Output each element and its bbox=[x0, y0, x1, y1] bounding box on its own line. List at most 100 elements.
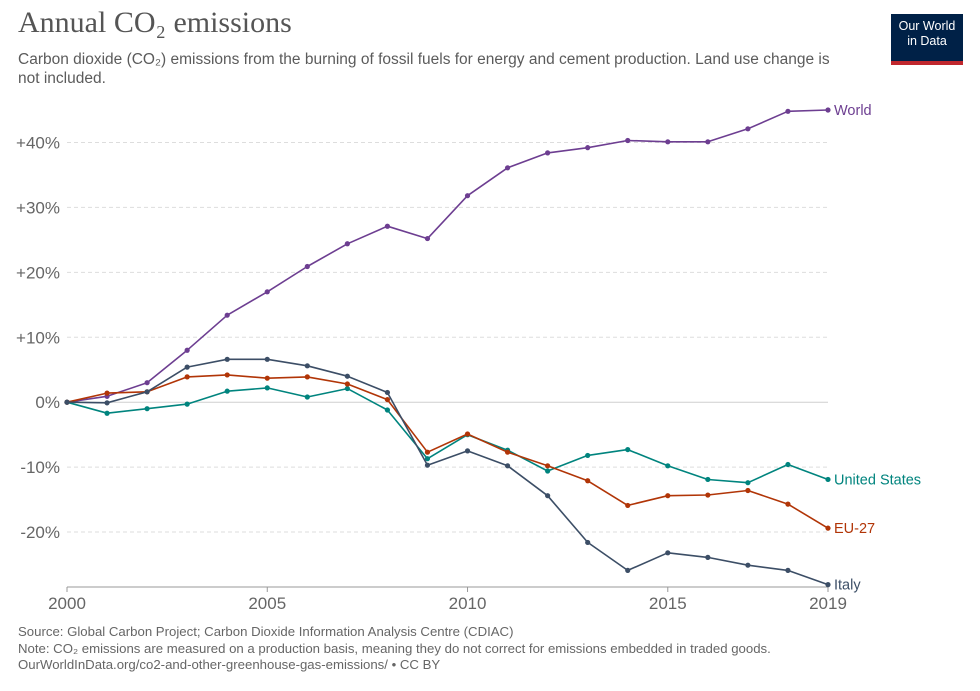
chart-footer: Source: Global Carbon Project; Carbon Di… bbox=[18, 624, 771, 674]
series-line-united-states bbox=[66, 387, 829, 484]
data-point bbox=[264, 356, 270, 362]
data-point bbox=[745, 480, 751, 486]
data-point bbox=[104, 400, 110, 406]
data-point bbox=[264, 375, 270, 381]
series-label: World bbox=[834, 103, 872, 119]
data-point bbox=[224, 312, 230, 318]
data-point bbox=[184, 401, 190, 407]
note-text: Note: CO₂ emissions are measured on a pr… bbox=[18, 640, 771, 656]
y-tick-label: 0% bbox=[35, 393, 60, 412]
data-point bbox=[504, 449, 511, 455]
data-point bbox=[344, 373, 350, 379]
data-point bbox=[785, 501, 791, 507]
data-point bbox=[625, 502, 631, 509]
data-point bbox=[184, 364, 190, 370]
data-point bbox=[585, 452, 591, 459]
data-point bbox=[424, 456, 431, 462]
data-point bbox=[665, 463, 671, 469]
data-point bbox=[745, 126, 751, 132]
data-point bbox=[384, 389, 391, 396]
data-point bbox=[64, 399, 70, 405]
y-tick-label: +20% bbox=[16, 263, 60, 282]
data-point bbox=[344, 385, 350, 392]
data-point bbox=[785, 108, 791, 114]
data-point bbox=[304, 394, 310, 400]
data-point bbox=[504, 165, 511, 171]
data-point bbox=[224, 356, 230, 362]
data-point bbox=[104, 390, 110, 396]
data-point bbox=[464, 448, 471, 454]
series-line-eu-27 bbox=[66, 374, 829, 529]
x-tick-label: 2015 bbox=[649, 594, 687, 613]
data-point bbox=[304, 374, 310, 380]
data-point bbox=[545, 463, 551, 469]
owid-logo[interactable]: Our World in Data bbox=[891, 14, 963, 65]
data-point bbox=[825, 476, 831, 483]
data-point bbox=[665, 139, 671, 145]
data-point bbox=[264, 385, 270, 391]
data-point bbox=[184, 374, 190, 380]
logo-line-1: Our World bbox=[898, 19, 956, 33]
data-point bbox=[424, 462, 431, 468]
data-point bbox=[144, 406, 150, 412]
data-point bbox=[464, 193, 471, 199]
y-tick-label: +40% bbox=[16, 133, 60, 152]
data-point bbox=[625, 137, 631, 144]
data-point bbox=[344, 381, 350, 387]
logo-line-2: in Data bbox=[907, 34, 947, 48]
data-point bbox=[705, 554, 711, 560]
data-point bbox=[504, 463, 511, 469]
data-point bbox=[705, 476, 711, 483]
data-point bbox=[384, 407, 391, 413]
data-point bbox=[545, 468, 551, 474]
x-tick-label: 2000 bbox=[48, 594, 86, 613]
data-point bbox=[585, 145, 591, 151]
series-line-world bbox=[66, 109, 829, 403]
data-point bbox=[545, 493, 551, 499]
data-point bbox=[344, 241, 350, 247]
x-tick-label: 2005 bbox=[248, 594, 286, 613]
data-point bbox=[665, 550, 671, 556]
data-point bbox=[304, 263, 310, 270]
data-point bbox=[585, 478, 591, 484]
chart-title: Annual CO₂ emissions bbox=[18, 6, 292, 39]
url-link[interactable]: OurWorldInData.org/co2-and-other-greenho… bbox=[18, 657, 441, 672]
source-text: Source: Global Carbon Project; Carbon Di… bbox=[18, 624, 514, 639]
data-point bbox=[745, 562, 751, 568]
y-tick-label: -10% bbox=[20, 458, 60, 477]
data-point bbox=[785, 461, 791, 468]
data-point bbox=[384, 223, 391, 229]
data-point bbox=[424, 235, 431, 242]
data-point bbox=[464, 431, 471, 437]
series-label: Italy bbox=[834, 578, 861, 594]
y-tick-label: +10% bbox=[16, 328, 60, 347]
series-label: EU-27 bbox=[834, 521, 875, 537]
data-point bbox=[625, 446, 631, 453]
data-point bbox=[224, 388, 230, 394]
data-point bbox=[144, 389, 150, 395]
series-line-italy bbox=[66, 358, 829, 586]
data-point bbox=[304, 363, 310, 369]
data-point bbox=[785, 567, 791, 573]
data-point bbox=[625, 567, 631, 573]
y-tick-label: -20% bbox=[20, 523, 60, 542]
x-tick-label: 2010 bbox=[449, 594, 487, 613]
series-label: United States bbox=[834, 472, 921, 488]
data-point bbox=[705, 492, 711, 498]
data-point bbox=[825, 525, 831, 531]
data-point bbox=[224, 372, 230, 378]
data-point bbox=[585, 539, 591, 546]
x-tick-label: 2019 bbox=[809, 594, 847, 613]
data-point bbox=[104, 410, 110, 416]
data-point bbox=[665, 493, 671, 499]
data-point bbox=[705, 139, 711, 145]
data-point bbox=[264, 289, 270, 295]
data-point bbox=[184, 347, 190, 353]
data-point bbox=[745, 487, 751, 494]
data-point bbox=[384, 396, 391, 403]
chart-subtitle: Carbon dioxide (CO₂) emissions from the … bbox=[18, 51, 830, 87]
data-point bbox=[825, 582, 831, 588]
data-point bbox=[424, 449, 431, 455]
data-point bbox=[825, 107, 831, 113]
